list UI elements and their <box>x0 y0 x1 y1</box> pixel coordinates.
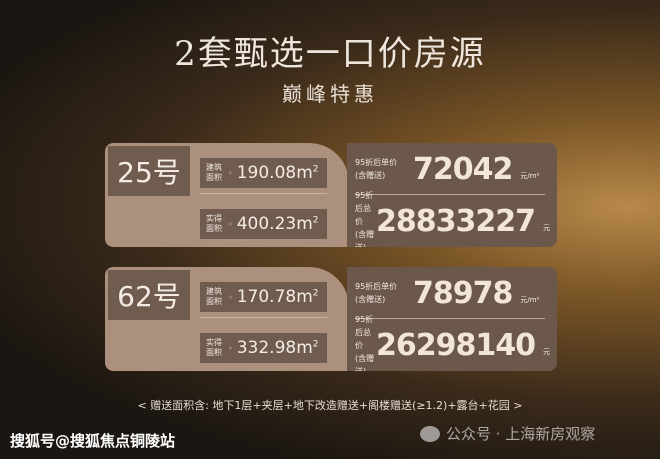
unit-price-row: 95折后单价 (含赠送) 72042 元/m² <box>355 151 540 187</box>
unit-area-panel: 25号 建筑面积 ◦ 190.08m2 实得面积 ◦ 400.23m2 <box>105 143 349 247</box>
actual-area-value: 400.23m2 <box>236 214 319 234</box>
unit-price-panel: 95折后单价 (含赠送) 78978 元/m² 95折后总价 (含赠送) 26298140… <box>347 267 557 371</box>
sohu-watermark: 搜狐号@搜狐焦点铜陵站 <box>10 432 176 450</box>
actual-area-value: 332.98m2 <box>236 338 319 358</box>
divider <box>200 317 327 318</box>
unit-number: 62号 <box>108 270 190 320</box>
page-title: 2套甄选一口价房源 <box>174 34 486 74</box>
page-subtitle: 巅峰特惠 <box>282 82 378 106</box>
unit-area-panel: 62号 建筑面积 ◦ 170.78m2 实得面积 ◦ 332.98m2 <box>105 267 349 371</box>
build-area-value: 170.78m2 <box>236 287 319 307</box>
total-price-value: 28833227 <box>376 203 536 239</box>
build-area-value: 190.08m2 <box>236 163 319 183</box>
actual-area-box: 实得面积 ◦ 332.98m2 <box>200 333 327 363</box>
divider <box>200 193 327 194</box>
unit-price-value: 78978 <box>413 275 513 311</box>
actual-area-label: 实得面积 <box>206 214 222 233</box>
divider <box>355 194 545 195</box>
actual-area-box: 实得面积 ◦ 400.23m2 <box>200 209 327 239</box>
unit-card: 62号 建筑面积 ◦ 170.78m2 实得面积 ◦ 332.98m2 95折后单价 (含… <box>105 267 557 371</box>
total-price-value: 26298140 <box>376 327 536 363</box>
build-area-label: 建筑面积 <box>206 287 222 306</box>
unit-price-row: 95折后单价 (含赠送) 78978 元/m² <box>355 275 540 311</box>
unit-price-panel: 95折后单价 (含赠送) 72042 元/m² 95折后总价 (含赠送) 28833227… <box>347 143 557 247</box>
divider <box>355 318 545 319</box>
wechat-icon <box>420 425 440 442</box>
actual-area-label: 实得面积 <box>206 338 222 357</box>
build-area-box: 建筑面积 ◦ 170.78m2 <box>200 282 327 312</box>
wechat-account-text: 公众号 · 上海新房观察 <box>446 425 596 443</box>
build-area-label: 建筑面积 <box>206 163 222 182</box>
total-price-row: 95折后总价 (含赠送) 26298140 元 <box>355 314 550 372</box>
gift-area-note: < 赠送面积含: 地下1层+夹层+地下改造赠送+阁楼赠送(≥1.2)+露台+花园… <box>137 399 523 412</box>
wechat-watermark: 公众号 · 上海新房观察 <box>420 423 595 444</box>
build-area-box: 建筑面积 ◦ 190.08m2 <box>200 158 327 188</box>
total-price-row: 95折后总价 (含赠送) 28833227 元 <box>355 190 550 248</box>
unit-price-value: 72042 <box>413 151 513 187</box>
unit-number: 25号 <box>108 146 190 196</box>
unit-card: 25号 建筑面积 ◦ 190.08m2 实得面积 ◦ 400.23m2 95折后单价 (含… <box>105 143 557 247</box>
